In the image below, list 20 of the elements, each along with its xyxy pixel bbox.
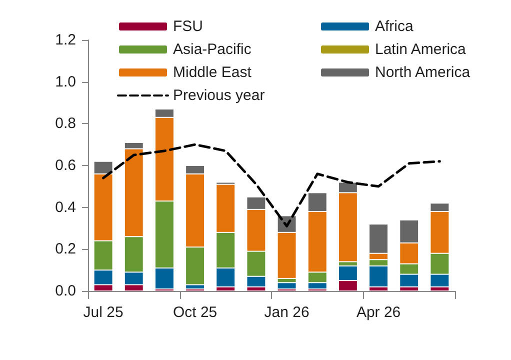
legend-label: Middle East	[173, 64, 252, 81]
legend-label: North America	[375, 64, 471, 81]
y-tick-label: 1.2	[55, 32, 76, 48]
legend-label: Previous year	[173, 87, 265, 104]
line-series	[102, 143, 441, 228]
bar	[277, 282, 296, 289]
y-tick-label: 0.0	[55, 282, 76, 300]
legend-label: Latin America	[375, 41, 467, 58]
legend-label: Asia-Pacific	[173, 41, 252, 58]
legend-label: FSU	[173, 18, 203, 35]
y-tick-label: 1.0	[55, 73, 76, 90]
x-tick-label: Jul 25	[83, 304, 124, 321]
x-tick-label: Oct 25	[172, 304, 218, 321]
y-tick-label: 0.6	[55, 157, 76, 174]
y-tick-label: 0.4	[55, 198, 76, 216]
x-tick-label: Apr 26	[356, 304, 401, 321]
y-tick-label: 0.8	[55, 115, 76, 132]
legend-label: Africa	[375, 18, 414, 35]
x-tick-label: Jan 26	[264, 304, 310, 321]
y-tick-label: 0.2	[55, 240, 76, 258]
